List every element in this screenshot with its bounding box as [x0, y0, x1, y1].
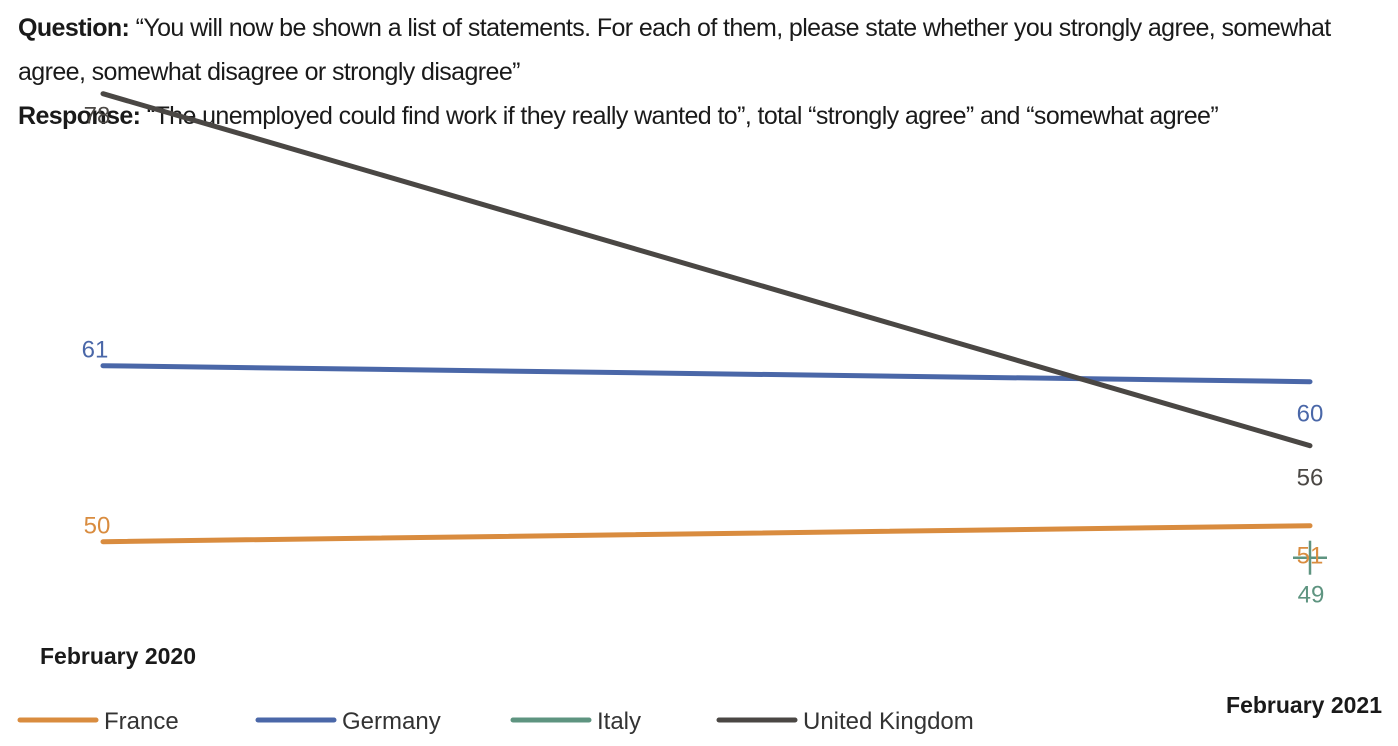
value-label-united-kingdom-end: 56 — [1297, 465, 1324, 492]
response: Response: “The unemployed could find wor… — [18, 94, 1388, 138]
question: Question: “You will now be shown a list … — [18, 6, 1388, 94]
value-labels: 50 51 61 60 49 78 56 — [82, 103, 1325, 609]
legend-label-united-kingdom: United Kingdom — [803, 708, 974, 735]
question-text: “You will now be shown a list of stateme… — [18, 14, 1331, 86]
x-axis-label-start: February 2020 — [40, 643, 196, 669]
value-label-italy-end: 49 — [1298, 582, 1325, 609]
legend-label-italy: Italy — [597, 708, 641, 735]
x-axis-label-end: February 2021 — [1226, 692, 1382, 718]
value-label-united-kingdom-start: 78 — [84, 103, 111, 130]
legend: France Germany Italy United Kingdom — [17, 708, 974, 735]
response-text: “The unemployed could find work if they … — [140, 102, 1219, 130]
legend-item-italy: Italy — [510, 708, 641, 735]
series-line-france — [100, 523, 1313, 545]
series-layer — [100, 91, 1327, 575]
chart-header: Question: “You will now be shown a list … — [18, 6, 1388, 138]
question-label: Question: — [18, 14, 130, 42]
series-line-germany — [100, 363, 1313, 385]
legend-label-germany: Germany — [342, 708, 441, 735]
response-label: Response: — [18, 102, 141, 130]
legend-item-germany: Germany — [255, 708, 441, 735]
legend-label-france: France — [104, 708, 179, 735]
value-label-france-start: 50 — [84, 513, 111, 540]
legend-item-united-kingdom: United Kingdom — [716, 708, 974, 735]
value-label-germany-start: 61 — [82, 337, 109, 364]
series-marker-italy — [1293, 540, 1327, 575]
value-label-france-end: 51 — [1297, 543, 1324, 570]
legend-item-france: France — [17, 708, 179, 735]
value-label-germany-end: 60 — [1297, 401, 1324, 428]
series-line-united-kingdom — [100, 91, 1313, 449]
